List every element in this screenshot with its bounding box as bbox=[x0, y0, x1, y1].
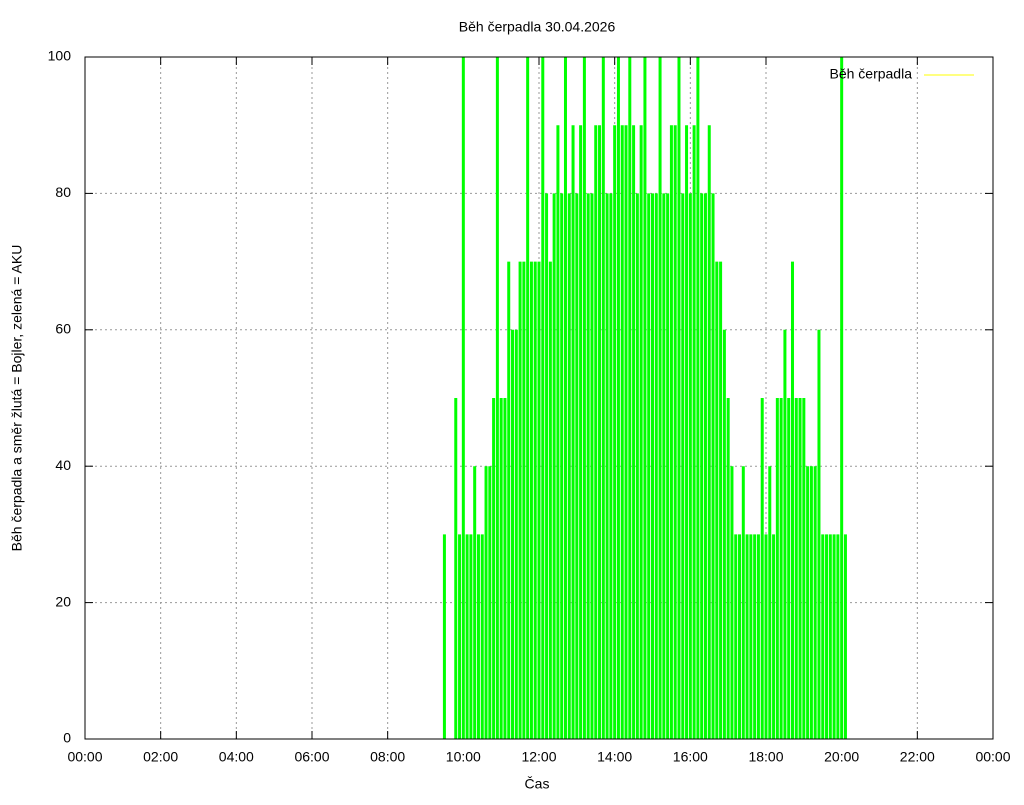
x-tick-label: 02:00 bbox=[143, 749, 178, 765]
x-tick-label: 06:00 bbox=[294, 749, 329, 765]
chart-title: Běh čerpadla 30.04.2026 bbox=[459, 19, 616, 35]
x-tick-label: 00:00 bbox=[67, 749, 102, 765]
x-tick-label: 08:00 bbox=[370, 749, 405, 765]
x-tick-label: 12:00 bbox=[521, 749, 556, 765]
y-axis-label: Běh čerpadla a směr žlutá = Bojler, zele… bbox=[9, 245, 25, 552]
y-tick-label: 60 bbox=[55, 321, 71, 337]
x-tick-label: 22:00 bbox=[900, 749, 935, 765]
x-tick-label: 04:00 bbox=[219, 749, 254, 765]
plot-frame bbox=[84, 56, 994, 740]
y-tick-label: 0 bbox=[63, 730, 71, 746]
x-tick-label: 10:00 bbox=[446, 749, 481, 765]
x-axis-label: Čas bbox=[525, 776, 550, 792]
x-tick-label: 14:00 bbox=[597, 749, 632, 765]
legend-label: Běh čerpadla bbox=[829, 66, 912, 82]
y-tick-label: 40 bbox=[55, 457, 71, 473]
x-tick-label: 18:00 bbox=[748, 749, 783, 765]
y-tick-label: 100 bbox=[48, 48, 72, 64]
y-tick-label: 20 bbox=[55, 593, 71, 609]
x-tick-label: 00:00 bbox=[975, 749, 1010, 765]
y-tick-label: 80 bbox=[55, 184, 71, 200]
x-tick-label: 20:00 bbox=[824, 749, 859, 765]
x-tick-label: 16:00 bbox=[673, 749, 708, 765]
